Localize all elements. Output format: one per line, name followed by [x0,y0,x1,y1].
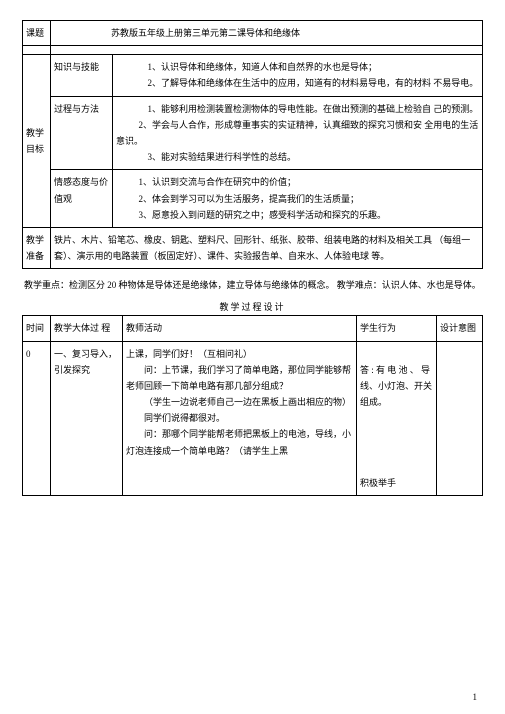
list-item: 1、能够利用检测装置检测物体的导电性能。在做出预测的基础上检验自 己的预测。 [116,101,479,117]
student-line: 答 : 有 电 池 、 导线、小灯泡、开关组成。 [360,365,432,407]
intent-cell [437,341,483,496]
knowledge-label: 知识与技能 [51,55,113,96]
col-intent: 设计意图 [437,316,483,341]
process-table: 时间 教学大体过 程 教师活动 学生行为 设计意图 0 一、复习导入，引发探究 … [22,315,483,496]
knowledge-content: 1、认识导体和绝缘体，知道人体和自然界的水也是导体； 2、了解导体和绝缘体在生活… [113,55,483,96]
teacher-line: 同学们说得都很对。 [126,410,353,426]
list-item: 1、认识导体和绝缘体，知道人体和自然界的水也是导体； [116,59,479,75]
objectives-label: 教学目标 [23,55,51,228]
col-time: 时间 [23,316,51,341]
process-label: 过程与方法 [51,96,113,170]
page-number: 1 [473,692,478,702]
list-item: 2、学会与人合作，形成尊重事实的实证精神，认真细致的探究习惯和安 全用电的生活意… [116,117,479,149]
student-line: 积极举手 [360,478,396,488]
teacher-line: 上课，同学们好！（互相问礼） [126,349,252,359]
preparation-content: 铁片、木片、铅笔芯、橡皮、钥匙、塑料尺、回形针、纸张、胶带、组装电路的材料及相关… [51,227,483,268]
list-item: 2、体会到学习可以为生活服务，提高我们的生活质量； [116,191,479,207]
process-content: 1、能够利用检测装置检测物体的导电性能。在做出预测的基础上检验自 己的预测。 2… [113,96,483,170]
preparation-label: 教学准备 [23,227,51,268]
attitude-content: 1、认识到交流与合作在研究中的价值； 2、体会到学习可以为生活服务，提高我们的生… [113,170,483,228]
col-student: 学生行为 [357,316,437,341]
attitude-label: 情感态度与价值观 [51,170,113,228]
empty-cell [23,46,51,55]
topic-value: 苏教版五年级上册第三单元第二课导体和绝缘体 [51,21,483,46]
list-item: 3、能对实验结果进行科学性的总结。 [116,149,479,165]
key-points: 教学重点：检测区分 20 种物体是导体还是绝缘体，建立导体与绝缘体的概念。 教学… [22,277,483,294]
teacher-cell: 上课，同学们好！（互相问礼） 问：上节课，我们学习了简单电路，那位同学能够帮老师… [123,341,357,496]
teacher-line: 问：上节课，我们学习了简单电路，那位同学能够帮老师回顾一下简单电路有那几部分组成… [126,362,353,394]
student-cell: 答 : 有 电 池 、 导线、小灯泡、开关组成。 积极举手 [357,341,437,496]
col-outline: 教学大体过 程 [51,316,123,341]
list-item: 1、认识到交流与合作在研究中的价值； [116,174,479,190]
list-item: 2、了解导体和绝缘体在生活中的应用，知道有的材料易导电，有的材料 不易导电。 [116,75,479,91]
topic-label: 课题 [23,21,51,46]
process-title: 教学过程设计 [22,300,483,313]
col-teacher: 教师活动 [123,316,357,341]
empty-cell [51,46,483,55]
lesson-info-table: 课题 苏教版五年级上册第三单元第二课导体和绝缘体 教学目标 知识与技能 1、认识… [22,20,483,269]
time-cell: 0 [23,341,51,496]
teacher-line: （学生一边说老师自己一边在黑板上画出相应的物） [126,394,353,410]
list-item: 3、愿意投入到问题的研究之中；感受科学活动和探究的乐趣。 [116,207,479,223]
outline-cell: 一、复习导入，引发探究 [51,341,123,496]
teacher-line: 问：那哪个同学能帮老师把黑板上的电池，导线，小灯泡连接成一个简单电路？（请学生上… [126,426,353,458]
